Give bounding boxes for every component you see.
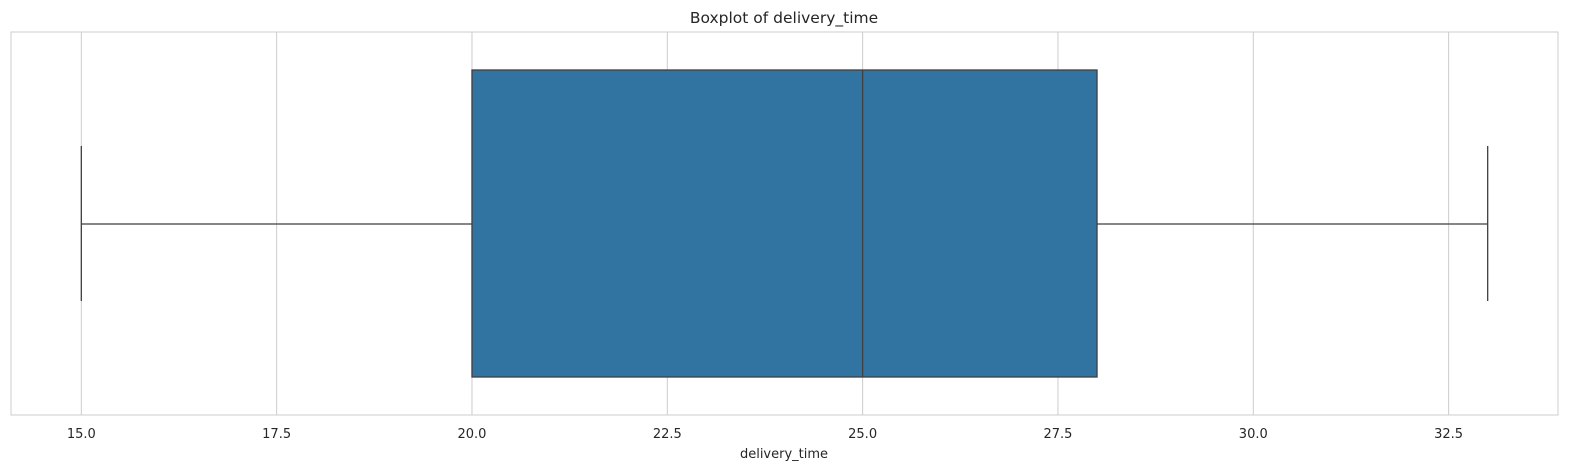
x-tick-label: 27.5 bbox=[1043, 427, 1072, 442]
x-axis-label: delivery_time bbox=[740, 447, 828, 462]
box-group bbox=[80, 69, 1489, 378]
x-tick-labels: 15.0 17.5 20.0 22.5 25.0 27.5 30.0 32.5 bbox=[67, 427, 1463, 442]
x-tick-label: 20.0 bbox=[457, 427, 486, 442]
x-tick-label: 25.0 bbox=[848, 427, 877, 442]
x-tick-label: 32.5 bbox=[1434, 427, 1463, 442]
iqr-box bbox=[471, 69, 1098, 378]
x-tick-label: 17.5 bbox=[262, 427, 291, 442]
plot-area bbox=[10, 31, 1559, 416]
chart-title: Boxplot of delivery_time bbox=[690, 9, 878, 28]
x-tick-label: 22.5 bbox=[653, 427, 682, 442]
x-tick-label: 30.0 bbox=[1239, 427, 1268, 442]
x-tick-label: 15.0 bbox=[67, 427, 96, 442]
